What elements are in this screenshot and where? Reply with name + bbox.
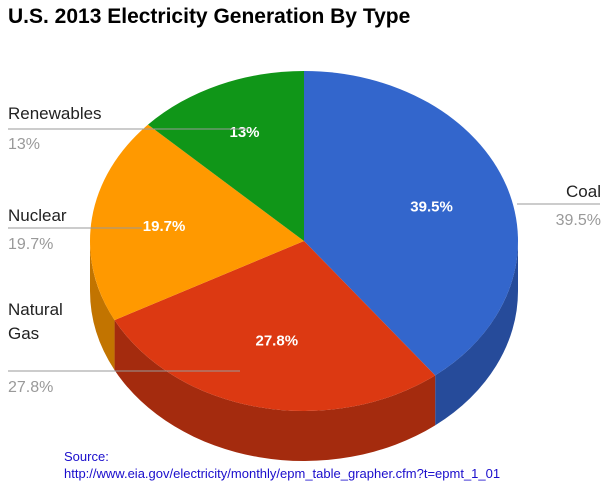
slice-value-label-nuclear: 19.7% (143, 218, 186, 235)
source-link[interactable]: http://www.eia.gov/electricity/monthly/e… (64, 466, 501, 481)
pie-slice-renewables[interactable] (148, 71, 304, 241)
pie-slice-natural-gas[interactable] (114, 241, 436, 412)
pie-slice-coal[interactable] (304, 71, 519, 376)
pie-slice-nuclear[interactable] (89, 124, 304, 321)
chart-title: U.S. 2013 Electricity Generation By Type (8, 5, 411, 28)
slice-value-label-renewables: 13% (229, 124, 259, 141)
pie-side-nuclear (90, 241, 115, 371)
slice-name-label-renewables: Renewables (8, 104, 102, 123)
slice-percent-label-nuclear: 19.7% (8, 236, 53, 253)
slice-name-label-natural-gas: Gas (8, 324, 39, 343)
slice-value-label-natural-gas: 27.8% (256, 333, 299, 350)
slice-name-label-nuclear: Nuclear (8, 206, 67, 225)
pie-side-walls (90, 241, 518, 462)
pie-outside-labels: Coal 39.5% Natural Gas 27.8% Nuclear 19.7% Rene… (8, 104, 601, 396)
pie-side-coal (435, 241, 518, 426)
source-label: Source: (64, 449, 109, 464)
slice-percent-label-coal: 39.5% (556, 212, 601, 229)
pie-top-faces (89, 71, 519, 412)
slice-name-label-coal: Coal (566, 182, 601, 201)
slice-percent-label-renewables: 13% (8, 136, 40, 153)
source-note: Source: http://www.eia.gov/electricity/m… (64, 448, 500, 482)
pie-inside-labels: 39.5% 27.8% 19.7% 13% (143, 124, 453, 350)
slice-percent-label-natural-gas: 27.8% (8, 379, 53, 396)
slice-value-label-coal: 39.5% (410, 198, 453, 215)
slice-name-label-natural-gas: Natural (8, 300, 63, 319)
pie-side-natural-gas (114, 320, 436, 462)
